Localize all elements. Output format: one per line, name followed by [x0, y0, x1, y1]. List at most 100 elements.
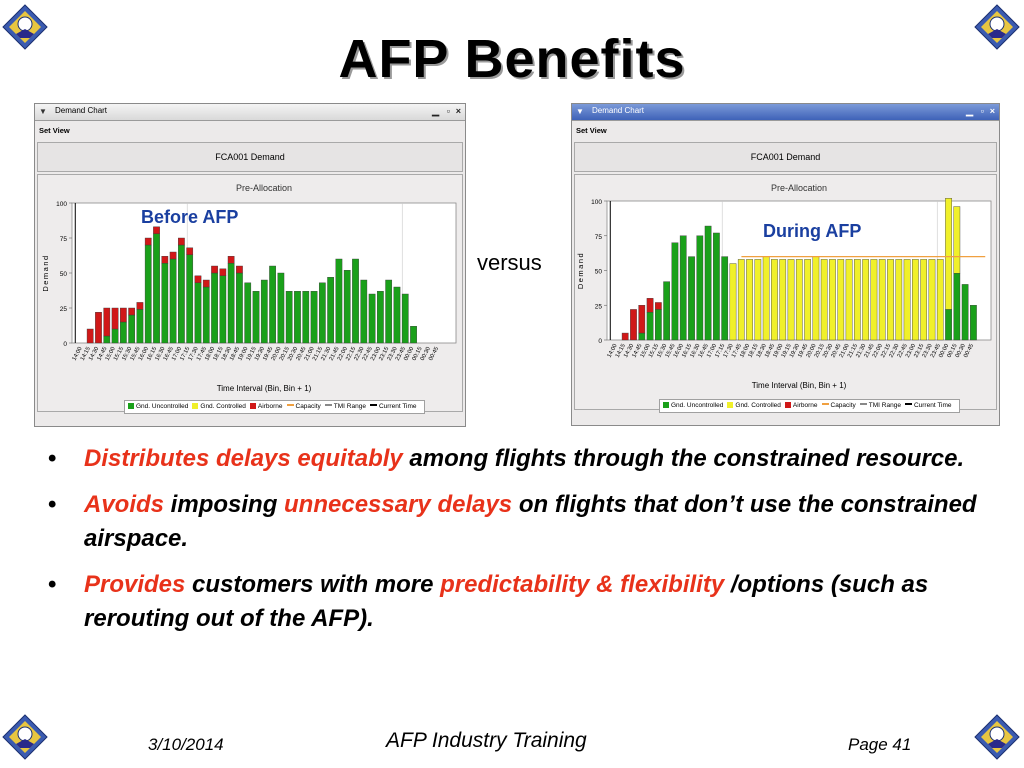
- bar-segment: [928, 259, 936, 341]
- bar-segment: [136, 309, 144, 344]
- bar-segment: [688, 256, 695, 341]
- chart-title: Pre-Allocation: [236, 183, 292, 193]
- bar-segment: [327, 276, 334, 344]
- bar-segment: [729, 263, 737, 341]
- bar-segment: [219, 268, 227, 277]
- bar-segment: [169, 258, 177, 344]
- footer-title: AFP Industry Training: [386, 729, 587, 752]
- legend-item: Gnd. Controlled: [192, 401, 246, 413]
- legend-label: Capacity: [830, 402, 856, 409]
- y-tick-label: 100: [591, 199, 602, 206]
- bar-segment: [111, 307, 119, 330]
- bar-segment: [368, 293, 376, 344]
- bar-segment: [302, 290, 310, 344]
- y-axis-label: Demand: [576, 252, 585, 289]
- bar-segment: [920, 259, 928, 341]
- close-icon[interactable]: ×: [455, 106, 461, 116]
- bar-segment: [260, 279, 268, 344]
- set-view-menu[interactable]: Set View: [576, 126, 607, 135]
- bar-segment: [202, 286, 210, 344]
- legend-label: Gnd. Uncontrolled: [136, 403, 189, 410]
- bar-segment: [779, 259, 787, 341]
- y-tick-label: 50: [595, 269, 603, 276]
- before-afp-annotation: Before AFP: [141, 207, 239, 227]
- bar-segment: [655, 309, 662, 341]
- bar-segment: [120, 307, 127, 323]
- bullet-text: customers with more: [185, 571, 441, 598]
- bar-segment: [410, 325, 417, 344]
- bar-segment: [352, 258, 359, 344]
- versus-label: versus: [477, 250, 542, 275]
- legend-item: Capacity: [286, 401, 321, 413]
- bar-segment: [878, 259, 886, 341]
- bar-segment: [721, 256, 729, 341]
- window-titlebar[interactable]: ▼ Demand Chart ▁ ▫ ×: [35, 104, 465, 121]
- during-afp-annotation: During AFP: [763, 221, 862, 241]
- bar-segment: [219, 275, 227, 344]
- bar-segment: [895, 259, 903, 341]
- chart-panel: Pre-Allocation 0 25 50 75 100 Demand 14:00 14:15…: [37, 174, 463, 414]
- bar-segment: [936, 259, 944, 341]
- legend-swatch-icon: [821, 403, 829, 405]
- legend-swatch-icon: [784, 402, 791, 408]
- chart-legend: Gnd. Uncontrolled Gnd. Controlled Airborne…: [124, 400, 425, 414]
- maximize-icon[interactable]: ▫: [980, 106, 984, 116]
- legend-item: Airborne: [784, 400, 818, 412]
- minimize-icon[interactable]: ▁: [432, 106, 439, 116]
- x-axis-label: Time Interval (Bin, Bin + 1): [217, 384, 312, 393]
- bar-segment: [862, 259, 869, 341]
- bar-segment: [144, 237, 152, 246]
- window-titlebar[interactable]: ▼ Demand Chart ▁ ▫ ×: [572, 104, 999, 121]
- bullet-emphasis: Distributes delays equitably: [84, 445, 403, 472]
- bullet-emphasis: predictability & flexibility: [440, 571, 725, 598]
- set-view-menu[interactable]: Set View: [39, 126, 70, 135]
- legend-item: Current Time: [904, 400, 952, 412]
- bullet-item: • Distributes delays equitably among flig…: [46, 442, 996, 476]
- demand-chart-window-during[interactable]: ▼ Demand Chart ▁ ▫ × Set View FCA001 Dem…: [571, 103, 1000, 426]
- bar-segment: [829, 259, 836, 341]
- close-icon[interactable]: ×: [989, 106, 995, 116]
- legend-label: Gnd. Controlled: [735, 402, 781, 409]
- faa-logo-top-left: [2, 4, 48, 50]
- legend-item: TMI Range: [859, 400, 901, 412]
- bar-segment: [236, 265, 243, 274]
- legend-item: Gnd. Controlled: [727, 400, 781, 412]
- footer-page: Page 41: [848, 735, 912, 754]
- legend-label: TMI Range: [868, 402, 901, 409]
- bar-segment: [953, 206, 961, 274]
- legend-item: Capacity: [821, 400, 856, 412]
- legend-item: Current Time: [369, 401, 417, 413]
- bar-segment: [953, 273, 961, 341]
- maximize-icon[interactable]: ▫: [446, 106, 450, 116]
- bar-segment: [737, 259, 745, 341]
- bullet-list: • Distributes delays equitably among flig…: [46, 442, 996, 648]
- bullet-emphasis: unnecessary delays: [284, 491, 513, 518]
- logo-icon: [974, 4, 1020, 50]
- bar-segment: [194, 282, 202, 344]
- bar-segment: [128, 307, 136, 316]
- demand-chart-window-before[interactable]: ▼ Demand Chart ▁ ▫ × Set View FCA001 Dem…: [34, 103, 466, 427]
- bar-segment: [186, 254, 194, 344]
- y-tick-label: 25: [60, 306, 68, 313]
- bar-segment: [144, 244, 152, 344]
- bar-segment: [630, 309, 637, 341]
- chart-legend: Gnd. Uncontrolled Gnd. Controlled Airborne…: [659, 399, 960, 413]
- bar-segment: [310, 290, 318, 344]
- bar-segment: [853, 259, 861, 341]
- bar-segment: [194, 275, 202, 284]
- bar-segment: [269, 265, 276, 344]
- bullet-text: among flights through the constrained re…: [402, 445, 965, 472]
- bar-segment: [704, 225, 712, 341]
- legend-item: Airborne: [249, 401, 283, 413]
- y-tick-label: 25: [595, 303, 603, 310]
- chart-heading: FCA001 Demand: [37, 142, 463, 172]
- window-menu-icon[interactable]: ▼: [39, 107, 47, 116]
- bullet-icon: •: [48, 491, 57, 518]
- bar-segment: [795, 259, 803, 341]
- legend-swatch-icon: [324, 404, 332, 406]
- bar-segment: [696, 235, 704, 341]
- bar-segment: [86, 328, 94, 344]
- window-menu-icon[interactable]: ▼: [576, 107, 584, 116]
- bullet-emphasis: Provides: [84, 571, 186, 598]
- minimize-icon[interactable]: ▁: [966, 106, 973, 116]
